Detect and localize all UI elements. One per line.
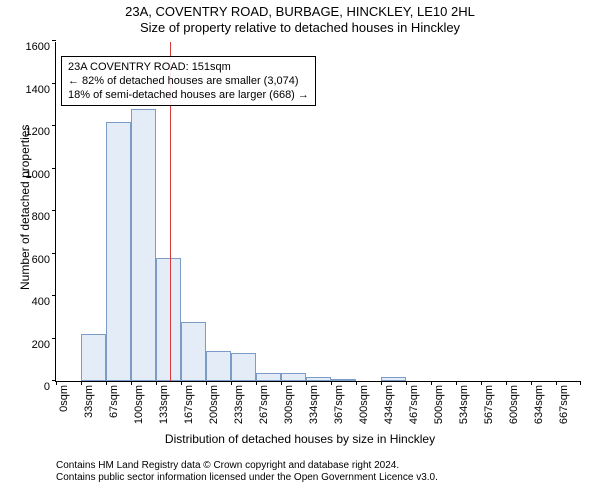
y-tick-label: 0 [44, 381, 56, 393]
histogram-figure: 23A, COVENTRY ROAD, BURBAGE, HINCKLEY, L… [0, 0, 600, 500]
y-tick-mark [52, 125, 56, 126]
histogram-bar [381, 377, 406, 381]
y-tick-mark [52, 210, 56, 211]
x-tick-mark [206, 381, 207, 385]
histogram-bar [331, 379, 356, 381]
y-tick-mark [52, 338, 56, 339]
plot-area: 23A COVENTRY ROAD: 151sqm ← 82% of detac… [55, 42, 580, 382]
x-tick-mark [181, 381, 182, 385]
x-tick-label: 67sqm [108, 385, 120, 418]
y-tick-mark [52, 295, 56, 296]
x-tick-mark [306, 381, 307, 385]
y-tick-mark [52, 40, 56, 41]
footer-line-1: Contains HM Land Registry data © Crown c… [56, 460, 438, 472]
y-tick-label: 1600 [26, 41, 56, 53]
x-tick-label: 133sqm [158, 385, 170, 424]
x-tick-mark [331, 381, 332, 385]
x-tick-mark [556, 381, 557, 385]
x-tick-mark [281, 381, 282, 385]
x-tick-mark [531, 381, 532, 385]
x-tick-label: 634sqm [533, 385, 545, 424]
title-line-2: Size of property relative to detached ho… [0, 20, 600, 36]
histogram-bar [156, 258, 181, 381]
histogram-bar [106, 122, 131, 381]
x-tick-label: 667sqm [558, 385, 570, 424]
x-tick-label: 0sqm [58, 385, 70, 412]
y-tick-label: 1000 [26, 169, 56, 181]
x-tick-label: 600sqm [508, 385, 520, 424]
x-tick-mark [156, 381, 157, 385]
x-tick-label: 500sqm [433, 385, 445, 424]
x-tick-label: 167sqm [183, 385, 195, 424]
x-tick-mark [381, 381, 382, 385]
y-tick-mark [52, 168, 56, 169]
histogram-bar [256, 373, 281, 382]
y-tick-mark [52, 83, 56, 84]
x-tick-mark [56, 381, 57, 385]
x-tick-mark [406, 381, 407, 385]
x-axis-label: Distribution of detached houses by size … [0, 432, 600, 446]
x-tick-mark [356, 381, 357, 385]
x-tick-label: 33sqm [83, 385, 95, 418]
y-tick-label: 800 [32, 211, 56, 223]
footer-line-2: Contains public sector information licen… [56, 472, 438, 484]
x-tick-mark [131, 381, 132, 385]
y-tick-mark [52, 253, 56, 254]
y-tick-label: 1400 [26, 84, 56, 96]
x-tick-label: 300sqm [283, 385, 295, 424]
annotation-line-1: 23A COVENTRY ROAD: 151sqm [68, 60, 309, 74]
x-tick-mark [481, 381, 482, 385]
y-tick-label: 200 [32, 339, 56, 351]
y-axis-label: Number of detached properties [18, 125, 32, 290]
title-line-1: 23A, COVENTRY ROAD, BURBAGE, HINCKLEY, L… [0, 4, 600, 20]
x-tick-mark [106, 381, 107, 385]
x-tick-label: 233sqm [233, 385, 245, 424]
y-tick-label: 1200 [26, 126, 56, 138]
annotation-line-2: ← 82% of detached houses are smaller (3,… [68, 74, 309, 88]
x-tick-mark [256, 381, 257, 385]
x-tick-mark [506, 381, 507, 385]
histogram-bar [281, 373, 306, 382]
copyright-footer: Contains HM Land Registry data © Crown c… [56, 460, 438, 484]
x-tick-mark [231, 381, 232, 385]
histogram-bar [306, 377, 331, 381]
x-tick-label: 334sqm [308, 385, 320, 424]
histogram-bar [131, 109, 156, 381]
annotation-line-3: 18% of semi-detached houses are larger (… [68, 88, 309, 102]
x-tick-label: 434sqm [383, 385, 395, 424]
histogram-bar [231, 353, 256, 381]
y-tick-label: 600 [32, 254, 56, 266]
x-tick-label: 267sqm [258, 385, 270, 424]
histogram-bar [206, 351, 231, 381]
x-tick-label: 400sqm [358, 385, 370, 424]
x-tick-mark [580, 381, 581, 385]
x-tick-label: 200sqm [208, 385, 220, 424]
x-tick-mark [456, 381, 457, 385]
x-tick-label: 467sqm [408, 385, 420, 424]
histogram-bar [81, 334, 106, 381]
x-tick-label: 567sqm [483, 385, 495, 424]
x-tick-mark [81, 381, 82, 385]
annotation-box: 23A COVENTRY ROAD: 151sqm ← 82% of detac… [61, 56, 316, 106]
histogram-bar [181, 322, 206, 382]
x-tick-label: 534sqm [458, 385, 470, 424]
y-tick-label: 400 [32, 296, 56, 308]
x-tick-mark [431, 381, 432, 385]
x-tick-label: 100sqm [133, 385, 145, 424]
x-tick-label: 367sqm [333, 385, 345, 424]
